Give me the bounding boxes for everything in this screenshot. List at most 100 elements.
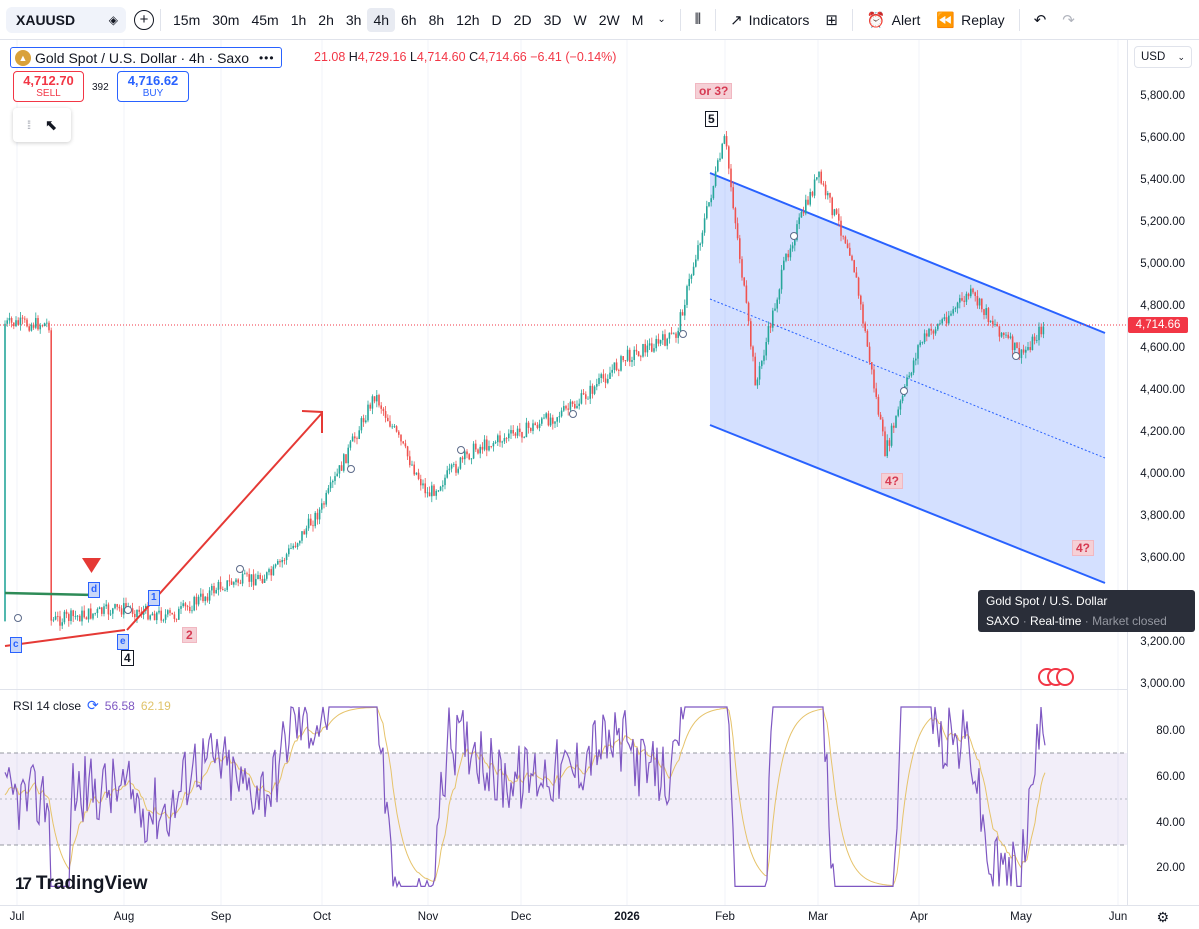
candle-body bbox=[609, 372, 611, 379]
event-marker[interactable] bbox=[457, 446, 465, 454]
currency-selector[interactable]: USD ⌄ bbox=[1134, 46, 1192, 68]
candle-body bbox=[299, 540, 301, 544]
candle-body bbox=[972, 288, 974, 293]
events-flags[interactable] bbox=[1038, 668, 1074, 686]
interval-12h[interactable]: 12h bbox=[456, 11, 480, 28]
candle-body bbox=[248, 574, 250, 582]
event-marker[interactable] bbox=[1012, 352, 1020, 360]
interval-group: 15m 30m 45m 1h 2h 3h 4h 6h 8h 12h D 2D 3D W 2W M bbox=[167, 7, 649, 32]
candle-body bbox=[730, 168, 732, 188]
price-label: 3,200.00 bbox=[1140, 636, 1185, 648]
event-marker[interactable] bbox=[790, 232, 798, 240]
candle-body bbox=[653, 348, 655, 352]
chart-type-button[interactable]: ⫴ bbox=[687, 7, 709, 32]
candle-body bbox=[545, 413, 547, 418]
candle-body bbox=[567, 408, 569, 410]
alert-button[interactable]: ⏰ Alert bbox=[859, 7, 928, 33]
interval-8h[interactable]: 8h bbox=[428, 11, 445, 28]
interval-w[interactable]: W bbox=[573, 11, 587, 28]
rsi-axis[interactable]: 80.00 60.00 40.00 20.00 bbox=[1127, 690, 1199, 905]
layouts-button[interactable]: ⊞ bbox=[817, 7, 846, 33]
candle-body bbox=[666, 338, 668, 346]
candle-body bbox=[268, 569, 270, 573]
undo-button[interactable]: ↶ bbox=[1026, 7, 1055, 33]
gear-icon[interactable]: ⚙ bbox=[1156, 909, 1169, 925]
chart-canvas[interactable] bbox=[0, 40, 1127, 905]
event-marker[interactable] bbox=[236, 565, 244, 573]
symbol-search[interactable]: XAUUSD ◈ bbox=[6, 6, 126, 33]
sell-button[interactable]: 4,712.70 SELL bbox=[13, 71, 84, 102]
candle-body bbox=[943, 317, 946, 320]
rsi-value: 56.58 bbox=[104, 698, 135, 713]
candle-body bbox=[43, 323, 46, 327]
candle-body bbox=[618, 370, 620, 371]
cursor-arrow-icon[interactable]: ⬉ bbox=[44, 117, 58, 134]
drag-handle-icon[interactable]: ⁞⁞ bbox=[26, 118, 31, 132]
refresh-icon[interactable]: ⟳ bbox=[87, 697, 99, 713]
candle-body bbox=[301, 531, 303, 541]
candle-body bbox=[752, 346, 754, 357]
interval-4h[interactable]: 4h bbox=[367, 7, 396, 32]
candle-body bbox=[776, 299, 778, 309]
candle-body bbox=[85, 617, 88, 620]
interval-2h[interactable]: 2h bbox=[318, 11, 334, 28]
candle-body bbox=[886, 440, 888, 457]
ohlc-low-key: L bbox=[409, 50, 417, 64]
buy-button[interactable]: 4,716.62 BUY bbox=[117, 71, 189, 102]
candle-body bbox=[926, 333, 928, 337]
symbol-tooltip: Gold Spot / U.S. Dollar SAXO · Real-time… bbox=[978, 590, 1195, 632]
cursor-tool[interactable]: ⁞⁞ ⬉ bbox=[13, 108, 71, 142]
rsi-title: RSI 14 close bbox=[13, 698, 82, 713]
event-marker[interactable] bbox=[569, 410, 577, 418]
candle-body bbox=[103, 606, 105, 614]
time-axis[interactable]: Jul Aug Sep Oct Nov Dec 2026 Feb Mar Apr May Jun ⚙ bbox=[0, 905, 1199, 929]
event-marker[interactable] bbox=[679, 330, 687, 338]
candle-body bbox=[197, 596, 200, 605]
interval-6h[interactable]: 6h bbox=[401, 11, 417, 28]
redo-button[interactable]: ↷ bbox=[1054, 7, 1083, 33]
event-marker[interactable] bbox=[124, 606, 132, 614]
candle-body bbox=[74, 615, 77, 617]
candle-body bbox=[536, 425, 539, 428]
candle-body bbox=[173, 614, 176, 619]
add-symbol-icon[interactable]: + bbox=[134, 9, 154, 30]
candle-body bbox=[123, 603, 125, 615]
price-label: 3,800.00 bbox=[1140, 510, 1185, 522]
chevron-down-icon[interactable]: ⌄ bbox=[657, 14, 666, 25]
rsi-legend[interactable]: RSI 14 close ⟳ 56.58 62.19 bbox=[13, 697, 171, 714]
tradingview-logo[interactable]: 17 TradingView bbox=[15, 873, 148, 895]
candle-body bbox=[391, 426, 393, 428]
interval-1h[interactable]: 1h bbox=[290, 11, 307, 28]
event-marker[interactable] bbox=[347, 465, 355, 473]
candle-body bbox=[633, 349, 635, 360]
candle-body bbox=[120, 608, 123, 615]
event-marker[interactable] bbox=[900, 387, 908, 395]
candle-body bbox=[50, 330, 52, 621]
candle-body bbox=[532, 423, 534, 431]
interval-m[interactable]: M bbox=[631, 11, 644, 28]
more-dots-icon[interactable]: ••• bbox=[258, 50, 275, 65]
price-axis[interactable]: USD ⌄ 5,800.00 5,600.00 5,400.00 5,200.00 5,… bbox=[1127, 40, 1199, 690]
redo-icon: ↷ bbox=[1062, 11, 1075, 29]
indicators-button[interactable]: ↗ Indicators bbox=[722, 7, 817, 33]
interval-3h[interactable]: 3h bbox=[345, 11, 362, 28]
interval-d[interactable]: D bbox=[491, 11, 502, 28]
interval-3d[interactable]: 3D bbox=[543, 11, 562, 28]
candle-body bbox=[450, 464, 453, 469]
candle-body bbox=[928, 328, 930, 337]
interval-15m[interactable]: 15m bbox=[173, 11, 201, 28]
event-marker[interactable] bbox=[14, 614, 22, 622]
pane-separator[interactable] bbox=[0, 689, 1127, 690]
interval-2d[interactable]: 2D bbox=[513, 11, 532, 28]
replay-button[interactable]: ⏪ Replay bbox=[928, 7, 1012, 33]
candle-body bbox=[413, 464, 415, 475]
diamond-icon[interactable]: ◈ bbox=[108, 12, 118, 27]
us-flag-icon[interactable] bbox=[1056, 668, 1074, 686]
symbol-legend[interactable]: ▲ Gold Spot / U.S. Dollar · 4h · Saxo ••… bbox=[10, 47, 282, 68]
interval-45m[interactable]: 45m bbox=[251, 11, 279, 28]
candle-body bbox=[1009, 336, 1012, 338]
interval-30m[interactable]: 30m bbox=[212, 11, 240, 28]
interval-2w[interactable]: 2W bbox=[598, 11, 620, 28]
candle-body bbox=[505, 438, 508, 439]
candle-body bbox=[356, 438, 358, 440]
